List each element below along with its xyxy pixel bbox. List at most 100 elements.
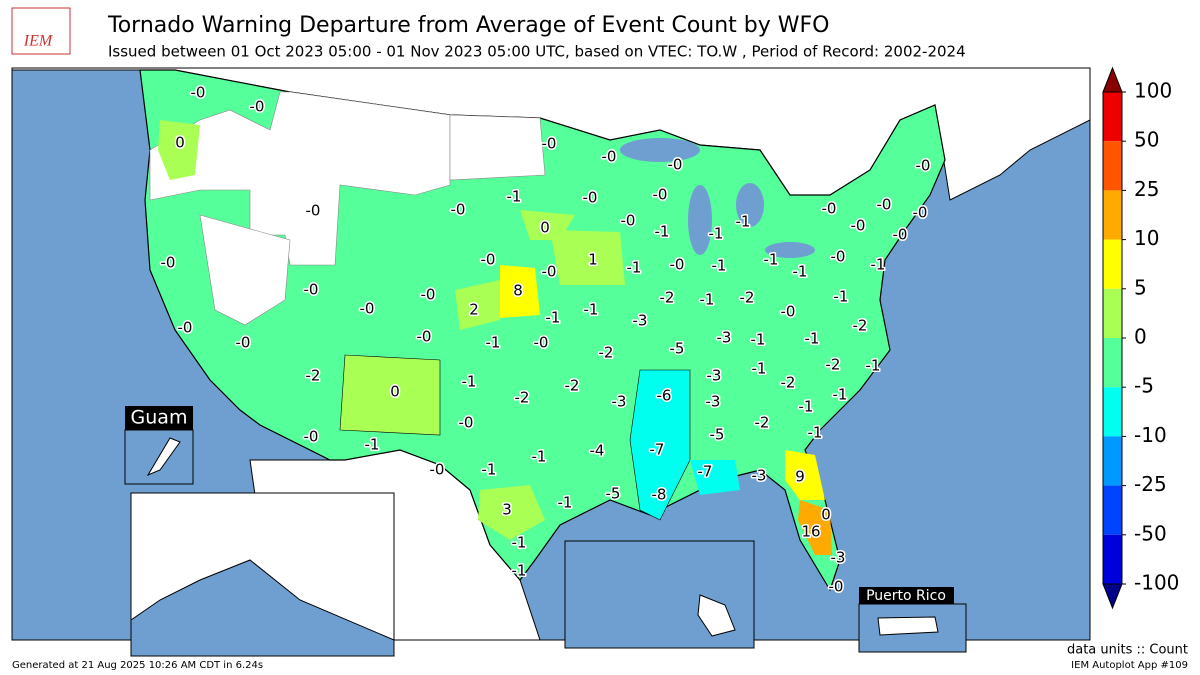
wfo-label: -5 bbox=[606, 485, 621, 503]
wfo-label: -1 bbox=[486, 334, 501, 352]
title: Tornado Warning Departure from Average o… bbox=[107, 13, 830, 38]
colorbar-tick-label: -25 bbox=[1134, 472, 1167, 496]
colorbar-tick-label: 10 bbox=[1134, 226, 1159, 250]
wfo-label: -0 bbox=[178, 319, 193, 337]
wfo-label: -2 bbox=[740, 289, 755, 307]
wfo-label: -0 bbox=[822, 200, 837, 218]
wfo-label: -1 bbox=[655, 223, 670, 241]
wfo-label: -1 bbox=[871, 256, 886, 274]
wfo-label: -0 bbox=[459, 414, 474, 432]
wfo-label: -7 bbox=[650, 441, 665, 459]
wfo-label: -3 bbox=[752, 467, 767, 485]
wfo-label: -2 bbox=[826, 356, 841, 374]
colorbar-segment bbox=[1103, 534, 1122, 584]
wfo-label: -1 bbox=[512, 562, 527, 580]
colorbar-tick-label: -100 bbox=[1134, 571, 1179, 595]
inset-label: Puerto Rico bbox=[866, 588, 946, 604]
wfo-label: -0 bbox=[542, 263, 557, 281]
colorbar-tick-label: 50 bbox=[1134, 128, 1159, 152]
wfo-label: -1 bbox=[736, 213, 751, 231]
wfo-label: -7 bbox=[698, 463, 713, 481]
lake bbox=[736, 183, 764, 227]
wfo-label: -0 bbox=[583, 189, 598, 207]
wfo-label: -0 bbox=[304, 281, 319, 299]
wfo-label: -1 bbox=[833, 386, 848, 404]
wfo-label: -2 bbox=[660, 289, 675, 307]
wfo-label: 9 bbox=[795, 468, 805, 486]
colorbar-tick-label: -5 bbox=[1134, 374, 1154, 398]
wfo-label: 0 bbox=[540, 219, 550, 237]
colorbar-segment bbox=[1103, 239, 1122, 289]
wfo-label: -1 bbox=[546, 309, 561, 327]
wfo-label: 3 bbox=[502, 501, 512, 519]
wfo-label: 0 bbox=[821, 506, 831, 524]
region bbox=[455, 280, 500, 330]
wfo-label: -5 bbox=[710, 426, 725, 444]
wfo-label: -1 bbox=[866, 357, 881, 375]
colorbar-segment bbox=[1103, 190, 1122, 240]
wfo-label: -1 bbox=[764, 251, 779, 269]
wfo-label: -1 bbox=[799, 398, 814, 416]
wfo-label: -0 bbox=[306, 202, 321, 220]
wfo-label: -0 bbox=[417, 328, 432, 346]
wfo-label: -0 bbox=[831, 248, 846, 266]
wfo-label: -0 bbox=[534, 334, 549, 352]
wfo-label: -4 bbox=[590, 442, 605, 460]
guam bbox=[146, 437, 181, 477]
wfo-label: -6 bbox=[657, 387, 672, 405]
wfo-label: -0 bbox=[893, 226, 908, 244]
wfo-label: 16 bbox=[801, 523, 820, 541]
wfo-label: 1 bbox=[588, 251, 598, 269]
wfo-label: -3 bbox=[706, 393, 721, 411]
units: data units :: Count bbox=[1067, 643, 1188, 658]
colorbar-tick-label: 25 bbox=[1134, 177, 1159, 201]
region bbox=[500, 265, 540, 318]
wfo-label: -0 bbox=[877, 196, 892, 214]
no-data-west bbox=[149, 91, 451, 266]
wfo-label: -0 bbox=[542, 135, 557, 153]
region bbox=[158, 120, 200, 180]
footer-app: IEM Autoplot App #109 bbox=[1071, 660, 1188, 671]
region bbox=[629, 369, 691, 521]
inset-label: Guam bbox=[131, 407, 188, 429]
wfo-label: -0 bbox=[250, 98, 265, 116]
colorbar-segment bbox=[1103, 338, 1122, 388]
wfo-label: -3 bbox=[707, 367, 722, 385]
colorbar-segment bbox=[1103, 387, 1122, 437]
wfo-label: -0 bbox=[191, 84, 206, 102]
alaska bbox=[130, 492, 395, 641]
wfo-label: -0 bbox=[913, 204, 928, 222]
wfo-label: -1 bbox=[558, 494, 573, 512]
colorbar-tick-label: -50 bbox=[1134, 521, 1167, 545]
wfo-label: 8 bbox=[513, 282, 523, 300]
region bbox=[478, 485, 545, 540]
wfo-label: -1 bbox=[751, 331, 766, 349]
lake bbox=[688, 185, 712, 255]
wfo-label: -1 bbox=[482, 461, 497, 479]
wfo-label: 2 bbox=[469, 301, 479, 319]
colorbar-tick-label: 5 bbox=[1134, 275, 1147, 299]
wfo-label: -1 bbox=[793, 263, 808, 281]
wfo-label: -1 bbox=[507, 188, 522, 206]
colorbar-tick-label: 0 bbox=[1134, 325, 1147, 349]
colorbar-tick-label: 100 bbox=[1134, 79, 1172, 103]
wfo-label: -2 bbox=[515, 389, 530, 407]
wfo-label: -0 bbox=[829, 578, 844, 596]
logo: IEM bbox=[23, 33, 54, 50]
puerto-rico bbox=[877, 616, 939, 636]
wfo-label: -3 bbox=[831, 549, 846, 567]
lake bbox=[765, 242, 815, 258]
colorbar-segment bbox=[1103, 485, 1122, 535]
region bbox=[520, 210, 575, 240]
colorbar-segment bbox=[1103, 288, 1122, 338]
wfo-label: -0 bbox=[602, 148, 617, 166]
wfo-label: -0 bbox=[451, 201, 466, 219]
wfo-label: -0 bbox=[781, 303, 796, 321]
wfo-label: -0 bbox=[653, 186, 668, 204]
wfo-label: -1 bbox=[808, 424, 823, 442]
wfo-label: -0 bbox=[304, 428, 319, 446]
colorbar-segment bbox=[1103, 92, 1122, 142]
wfo-label: -1 bbox=[532, 448, 547, 466]
wfo-label: -0 bbox=[481, 251, 496, 269]
